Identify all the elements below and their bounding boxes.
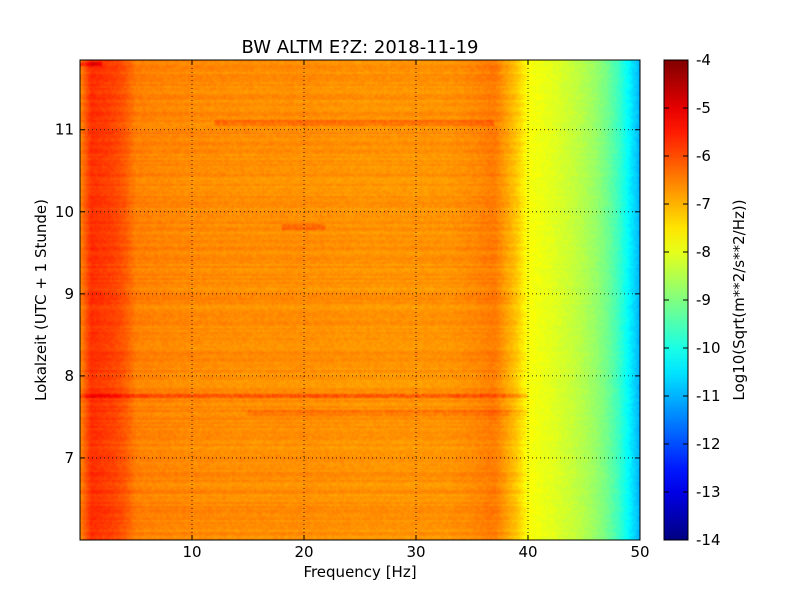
- y-tick: 7: [64, 449, 640, 467]
- x-axis-ticks: 10 20 30 40 50: [182, 60, 650, 561]
- colorbar-tick-label: -11: [696, 387, 721, 405]
- colorbar-tick-label: -8: [696, 243, 711, 261]
- x-tick: 20: [294, 60, 314, 561]
- y-tick-label: 10: [55, 203, 74, 221]
- x-tick: 50: [630, 60, 650, 561]
- colorbar-tick: -10: [664, 339, 721, 357]
- x-tick: 40: [518, 60, 538, 561]
- x-tick-label: 20: [294, 543, 313, 561]
- colorbar-tick-label: -9: [696, 291, 711, 309]
- colorbar-label: Log10(Sqrt(m**2/s**2/Hz)): [730, 199, 748, 400]
- colorbar-tick: -7: [664, 195, 711, 213]
- y-tick: 9: [64, 285, 640, 303]
- y-tick: 10: [55, 203, 640, 221]
- colorbar-tick: -4: [664, 51, 711, 69]
- colorbar-tick: -6: [664, 147, 711, 165]
- y-tick: 11: [55, 121, 640, 139]
- colorbar-tick-label: -6: [696, 147, 711, 165]
- x-tick-label: 30: [406, 543, 425, 561]
- colorbar-tick-label: -13: [696, 483, 721, 501]
- x-tick-label: 10: [182, 543, 201, 561]
- colorbar-tick-label: -7: [696, 195, 711, 213]
- x-axis-label: Frequency [Hz]: [303, 563, 416, 581]
- colorbar-tick: -5: [664, 99, 711, 117]
- y-tick-label: 9: [64, 285, 74, 303]
- colorbar-tick-label: -14: [696, 531, 721, 549]
- colorbar-tick: -13: [664, 483, 721, 501]
- colorbar: -4 -5 -6 -7 -8 -9 -10 -11 -12 -13 -14: [663, 51, 721, 549]
- colorbar-tick: -8: [664, 243, 711, 261]
- x-tick: 30: [406, 60, 426, 561]
- chart-title: BW ALTM E?Z: 2018-11-19: [242, 37, 479, 58]
- colorbar-tick: -14: [664, 531, 721, 549]
- y-tick-label: 11: [55, 121, 74, 139]
- x-tick-label: 40: [518, 543, 537, 561]
- colorbar-tick-label: -5: [696, 99, 711, 117]
- colorbar-tick: -12: [664, 435, 721, 453]
- y-axis-label: Lokalzeit (UTC + 1 Stunde): [32, 199, 50, 401]
- colorbar-tick: -11: [664, 387, 721, 405]
- x-tick: 10: [182, 60, 202, 561]
- x-tick-label: 50: [630, 543, 649, 561]
- colorbar-tick-label: -12: [696, 435, 721, 453]
- colorbar-tick: -9: [664, 291, 711, 309]
- y-axis-ticks: 7 8 9 10 11: [55, 121, 640, 467]
- y-tick-label: 8: [64, 367, 74, 385]
- colorbar-tick-label: -10: [696, 339, 721, 357]
- grid-lines: [80, 60, 640, 540]
- y-tick: 8: [64, 367, 640, 385]
- spectrogram-heatmap: [80, 60, 640, 540]
- plot-frame: [79, 59, 641, 541]
- colorbar-tick-label: -4: [696, 51, 711, 69]
- y-tick-label: 7: [64, 449, 74, 467]
